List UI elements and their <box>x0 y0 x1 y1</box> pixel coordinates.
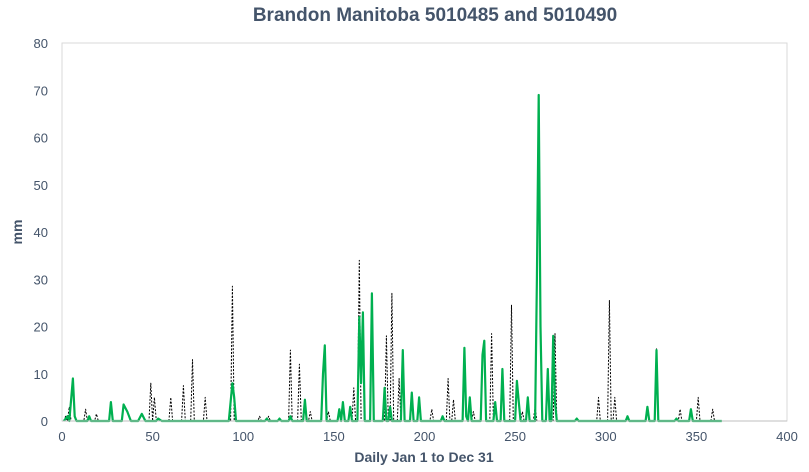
y-tick-label: 0 <box>41 414 48 429</box>
y-tick-label: 80 <box>34 36 48 51</box>
y-tick-label: 50 <box>34 178 48 193</box>
y-tick-label: 40 <box>34 225 48 240</box>
x-tick-label: 50 <box>145 429 159 444</box>
x-tick-label: 300 <box>595 429 617 444</box>
x-tick-label: 200 <box>414 429 436 444</box>
x-tick-label: 400 <box>776 429 798 444</box>
y-tick-label: 20 <box>34 320 48 335</box>
chart-title: Brandon Manitoba 5010485 and 5010490 <box>253 5 617 26</box>
y-axis-title: mm <box>9 220 25 245</box>
x-axis-ticks: 0 50 100 150 200 250 300 350 400 <box>58 429 797 444</box>
y-axis-ticks: 0 10 20 30 40 50 60 70 80 <box>34 36 48 429</box>
y-tick-label: 60 <box>34 131 48 146</box>
x-tick-label: 100 <box>232 429 254 444</box>
x-tick-label: 350 <box>686 429 708 444</box>
x-tick-label: 150 <box>323 429 345 444</box>
y-tick-label: 10 <box>34 367 48 382</box>
series-line-dotted <box>63 259 715 422</box>
x-tick-label: 0 <box>58 429 65 444</box>
y-tick-label: 70 <box>34 83 48 98</box>
x-tick-label: 250 <box>504 429 526 444</box>
y-tick-label: 30 <box>34 272 48 287</box>
x-axis-title: Daily Jan 1 to Dec 31 <box>354 449 494 465</box>
